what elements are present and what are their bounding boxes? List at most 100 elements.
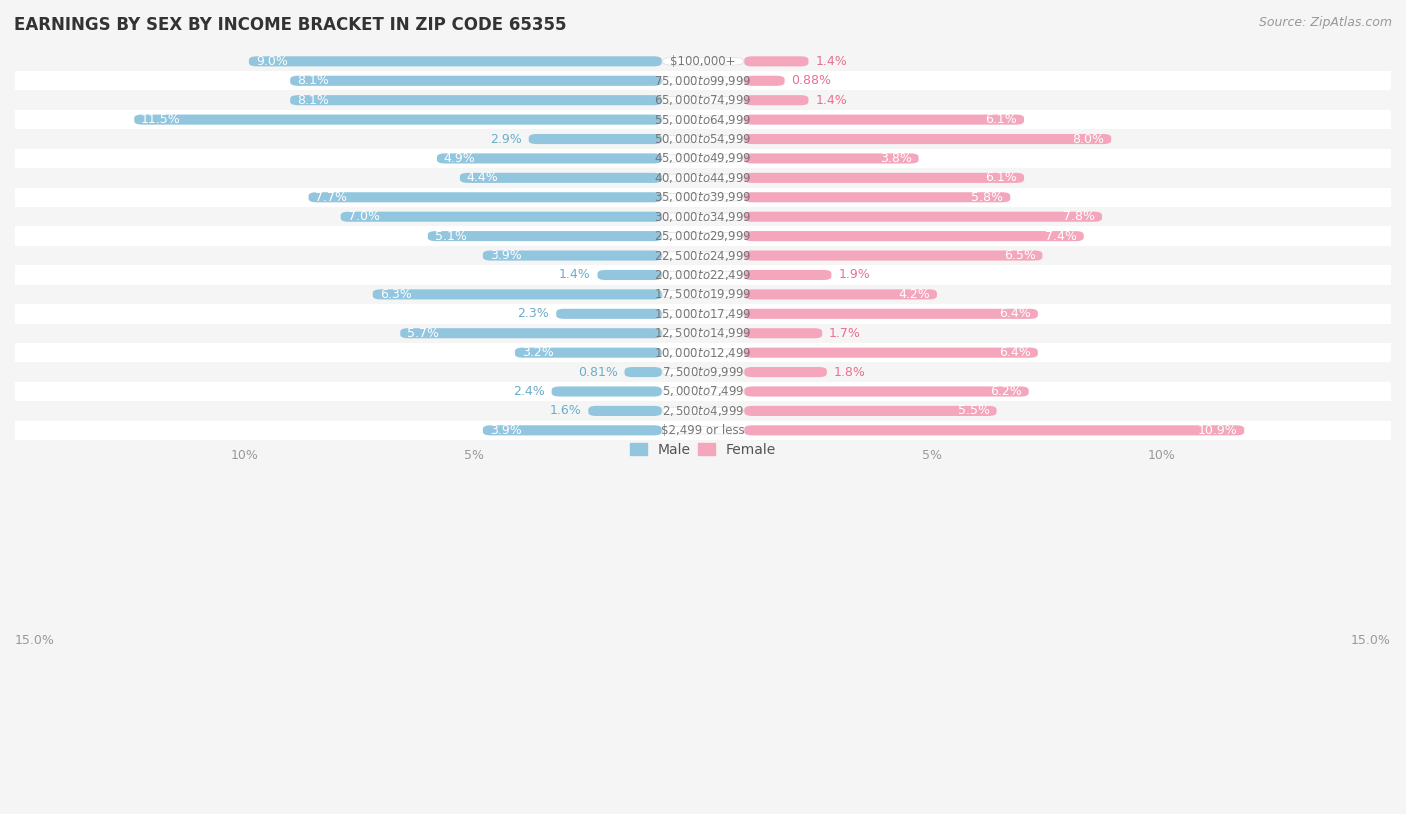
FancyBboxPatch shape — [249, 56, 662, 67]
FancyBboxPatch shape — [662, 252, 744, 259]
Text: 4.2%: 4.2% — [898, 288, 929, 301]
FancyBboxPatch shape — [662, 407, 744, 414]
Text: $20,000 to $22,499: $20,000 to $22,499 — [654, 268, 752, 282]
FancyBboxPatch shape — [662, 116, 744, 123]
FancyBboxPatch shape — [744, 134, 1111, 144]
Bar — [15, 129, 1391, 149]
FancyBboxPatch shape — [662, 77, 744, 85]
FancyBboxPatch shape — [662, 233, 744, 240]
FancyBboxPatch shape — [529, 134, 662, 144]
Text: 15.0%: 15.0% — [1351, 634, 1391, 647]
FancyBboxPatch shape — [662, 291, 744, 298]
Text: $12,500 to $14,999: $12,500 to $14,999 — [654, 326, 752, 340]
Text: 1.9%: 1.9% — [838, 269, 870, 282]
Bar — [15, 285, 1391, 304]
Text: $55,000 to $64,999: $55,000 to $64,999 — [654, 112, 752, 127]
Text: 1.4%: 1.4% — [815, 55, 848, 68]
FancyBboxPatch shape — [662, 58, 744, 65]
FancyBboxPatch shape — [744, 192, 1011, 203]
FancyBboxPatch shape — [515, 348, 662, 357]
FancyBboxPatch shape — [744, 425, 1244, 435]
Text: $75,000 to $99,999: $75,000 to $99,999 — [654, 74, 752, 88]
Text: 5.7%: 5.7% — [408, 326, 439, 339]
FancyBboxPatch shape — [662, 369, 744, 376]
Text: 6.1%: 6.1% — [986, 172, 1017, 184]
Text: 6.3%: 6.3% — [380, 288, 412, 301]
Text: 6.5%: 6.5% — [1004, 249, 1036, 262]
FancyBboxPatch shape — [744, 309, 1038, 319]
Text: $25,000 to $29,999: $25,000 to $29,999 — [654, 229, 752, 243]
FancyBboxPatch shape — [437, 153, 662, 164]
FancyBboxPatch shape — [744, 56, 808, 67]
Text: 7.0%: 7.0% — [347, 210, 380, 223]
FancyBboxPatch shape — [744, 289, 936, 300]
Text: 9.0%: 9.0% — [256, 55, 288, 68]
FancyBboxPatch shape — [427, 231, 662, 241]
Bar — [15, 51, 1391, 71]
Text: 1.4%: 1.4% — [558, 269, 591, 282]
Text: 5.1%: 5.1% — [434, 230, 467, 243]
FancyBboxPatch shape — [662, 174, 744, 182]
FancyBboxPatch shape — [598, 270, 662, 280]
FancyBboxPatch shape — [662, 330, 744, 337]
Legend: Male, Female: Male, Female — [624, 437, 782, 462]
Text: 4.4%: 4.4% — [467, 172, 499, 184]
Text: 7.7%: 7.7% — [315, 190, 347, 204]
Text: 1.4%: 1.4% — [815, 94, 848, 107]
FancyBboxPatch shape — [662, 349, 744, 357]
FancyBboxPatch shape — [551, 387, 662, 396]
FancyBboxPatch shape — [744, 173, 1024, 183]
FancyBboxPatch shape — [744, 270, 831, 280]
Text: $2,499 or less: $2,499 or less — [661, 424, 745, 437]
Text: 7.8%: 7.8% — [1063, 210, 1095, 223]
Text: 7.4%: 7.4% — [1045, 230, 1077, 243]
Text: 15.0%: 15.0% — [15, 634, 55, 647]
FancyBboxPatch shape — [134, 115, 662, 125]
FancyBboxPatch shape — [744, 406, 997, 416]
FancyBboxPatch shape — [624, 367, 662, 377]
Bar — [15, 187, 1391, 207]
Text: Source: ZipAtlas.com: Source: ZipAtlas.com — [1258, 16, 1392, 29]
Text: $7,500 to $9,999: $7,500 to $9,999 — [662, 365, 744, 379]
Bar — [15, 304, 1391, 323]
FancyBboxPatch shape — [744, 115, 1024, 125]
Text: 2.9%: 2.9% — [491, 133, 522, 146]
Text: $35,000 to $39,999: $35,000 to $39,999 — [654, 190, 752, 204]
Text: 1.6%: 1.6% — [550, 405, 582, 418]
Text: 3.2%: 3.2% — [522, 346, 554, 359]
Text: 6.4%: 6.4% — [1000, 346, 1031, 359]
Bar — [15, 323, 1391, 343]
Text: 2.3%: 2.3% — [517, 308, 550, 321]
FancyBboxPatch shape — [662, 194, 744, 201]
FancyBboxPatch shape — [744, 367, 827, 377]
Text: 6.4%: 6.4% — [1000, 308, 1031, 321]
Text: EARNINGS BY SEX BY INCOME BRACKET IN ZIP CODE 65355: EARNINGS BY SEX BY INCOME BRACKET IN ZIP… — [14, 16, 567, 34]
Bar — [15, 362, 1391, 382]
FancyBboxPatch shape — [588, 406, 662, 416]
Bar — [15, 71, 1391, 90]
Bar — [15, 207, 1391, 226]
Bar — [15, 149, 1391, 168]
Text: 5.8%: 5.8% — [972, 190, 1004, 204]
Text: 6.2%: 6.2% — [990, 385, 1022, 398]
FancyBboxPatch shape — [482, 425, 662, 435]
FancyBboxPatch shape — [744, 348, 1038, 357]
FancyBboxPatch shape — [744, 153, 918, 164]
FancyBboxPatch shape — [662, 135, 744, 142]
FancyBboxPatch shape — [744, 212, 1102, 221]
Text: $10,000 to $12,499: $10,000 to $12,499 — [654, 346, 752, 360]
FancyBboxPatch shape — [401, 328, 662, 339]
Text: 3.8%: 3.8% — [880, 152, 911, 165]
FancyBboxPatch shape — [308, 192, 662, 203]
FancyBboxPatch shape — [662, 387, 744, 395]
FancyBboxPatch shape — [340, 212, 662, 221]
Text: 1.7%: 1.7% — [830, 326, 860, 339]
Text: 8.1%: 8.1% — [297, 74, 329, 87]
FancyBboxPatch shape — [744, 95, 808, 105]
FancyBboxPatch shape — [557, 309, 662, 319]
Text: 3.9%: 3.9% — [489, 249, 522, 262]
Text: $65,000 to $74,999: $65,000 to $74,999 — [654, 93, 752, 107]
Text: 2.4%: 2.4% — [513, 385, 544, 398]
Text: 8.1%: 8.1% — [297, 94, 329, 107]
Text: 0.81%: 0.81% — [578, 365, 617, 379]
